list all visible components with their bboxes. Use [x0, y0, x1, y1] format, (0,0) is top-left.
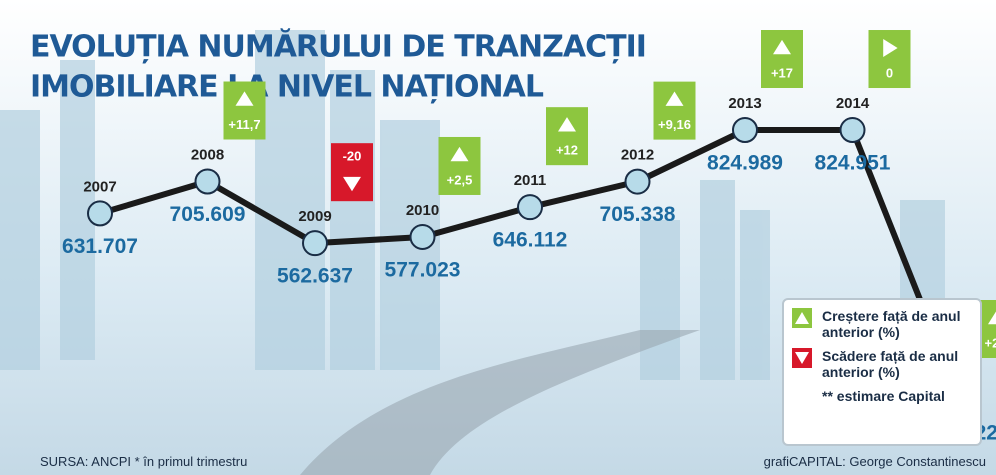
year-label: 2011 — [514, 172, 547, 189]
legend-swatch — [792, 348, 812, 368]
year-label: 2013 — [728, 95, 761, 112]
change-label: +9,16 — [658, 117, 691, 132]
change-badge: +12 — [546, 107, 588, 166]
arrow-icon — [665, 91, 684, 106]
change-box — [653, 81, 696, 140]
change-box — [546, 107, 588, 166]
change-badge: +11,7 — [223, 81, 266, 140]
change-label: -20 — [343, 149, 362, 164]
arrow-icon — [795, 352, 809, 364]
change-label: +2,5 — [447, 172, 473, 187]
arrow-icon — [450, 146, 469, 162]
year-label: 2009 — [298, 208, 331, 225]
change-label: +12 — [556, 143, 578, 158]
point — [302, 230, 328, 257]
change-box — [331, 143, 373, 202]
change-badge: +17 — [761, 30, 803, 88]
year-label: 2010 — [406, 202, 439, 219]
value-label: 824.989 — [707, 152, 783, 175]
point — [194, 168, 221, 195]
point — [409, 223, 436, 250]
change-box — [868, 30, 911, 89]
change-badge: 0 — [868, 30, 911, 89]
year-label: 2012 — [621, 147, 654, 164]
value-label: 577.023 — [385, 259, 461, 282]
change-badge: -20 — [331, 143, 373, 202]
value-label: 705.609 — [170, 203, 246, 226]
credit: grafiCAPITAL: George Constantinescu — [763, 454, 986, 469]
arrow-icon — [773, 39, 791, 55]
legend: Creștere față de anul anterior (%) Scăde… — [782, 298, 982, 446]
arrow-icon — [558, 117, 576, 132]
legend-icon — [792, 348, 812, 368]
legend-label: ** estimare Capital — [822, 388, 945, 404]
change-label: +17 — [771, 65, 793, 80]
value-label: 824.951 — [815, 152, 891, 175]
arrow-icon — [235, 91, 254, 106]
legend-icon — [792, 308, 812, 328]
change-badge: +9,16 — [653, 81, 696, 140]
point — [87, 200, 113, 227]
point — [517, 194, 543, 221]
change-box — [223, 81, 266, 140]
arrow-icon — [343, 176, 361, 192]
change-badge: +2,5 — [438, 136, 481, 195]
change-box — [438, 136, 481, 195]
year-label: 2014 — [836, 95, 870, 112]
legend-swatch — [792, 308, 812, 328]
value-label: 646.112 — [493, 229, 568, 252]
year-label: 2007 — [83, 178, 116, 195]
value-label: 562.637 — [277, 265, 353, 288]
legend-label: Scădere față de anul anterior (%) — [822, 348, 959, 380]
point — [624, 168, 651, 195]
value-label: 631.707 — [62, 235, 138, 258]
change-label: 0 — [886, 65, 893, 80]
change-box — [761, 30, 803, 88]
arrow-icon — [795, 312, 809, 324]
point — [839, 117, 866, 144]
arrow-icon — [988, 311, 996, 325]
value-label: 705.338 — [600, 203, 676, 226]
road — [300, 330, 700, 475]
legend-label: Creștere față de anul anterior (%) — [822, 308, 961, 340]
change-label: +2** — [985, 335, 996, 350]
change-label: +11,7 — [228, 117, 260, 132]
chart-title: EVOLUȚIA NUMĂRULUI DE TRANZACȚII — [30, 28, 646, 65]
arrow-icon — [883, 39, 898, 58]
chart-title: IMOBILIARE LA NIVEL NAȚIONAL — [30, 70, 544, 105]
year-label: 2008 — [191, 146, 224, 163]
source: SURSA: ANCPI * în primul trimestru — [40, 454, 248, 469]
point — [732, 117, 758, 143]
